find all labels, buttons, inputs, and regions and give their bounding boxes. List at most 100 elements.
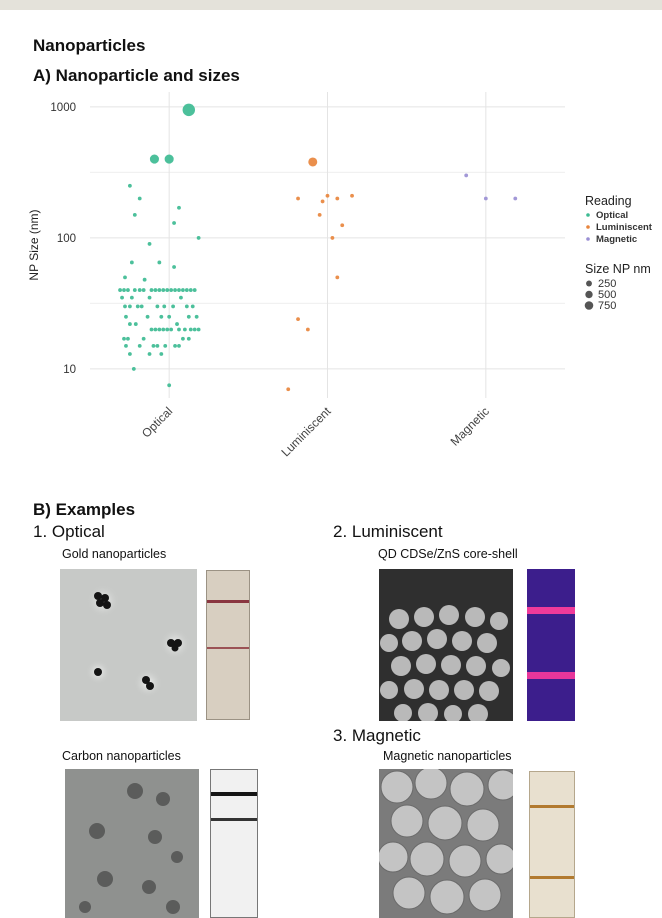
gold-test-strip (206, 570, 250, 720)
carbon-control-line (211, 818, 257, 821)
data-point (122, 288, 126, 292)
data-point (124, 343, 128, 348)
data-point (165, 327, 170, 332)
data-point (181, 336, 185, 341)
gold-caption: Gold nanoparticles (62, 547, 167, 561)
data-point (177, 327, 181, 332)
data-point (164, 154, 174, 164)
x-tick-label: Optical (139, 404, 175, 440)
size-legend-entry: 500 (598, 289, 616, 301)
data-point (186, 336, 191, 341)
data-point (145, 314, 150, 319)
data-point (141, 336, 146, 341)
data-point (162, 304, 167, 309)
data-point (147, 295, 152, 300)
data-point (192, 288, 197, 292)
data-point (120, 295, 124, 300)
y-tick-label: 100 (57, 233, 76, 245)
data-point (186, 314, 191, 319)
data-point (296, 196, 300, 201)
mag-caption: Magnetic nanoparticles (383, 749, 512, 763)
data-point (126, 288, 130, 292)
data-point (188, 288, 193, 292)
data-point (157, 327, 162, 332)
data-point (177, 343, 181, 348)
data-point (126, 336, 130, 341)
data-point (184, 304, 189, 309)
qd-test-line (527, 607, 575, 614)
gold-control-line (207, 647, 249, 649)
carbon-test-strip (210, 769, 258, 918)
magnetic-test-strip (529, 771, 575, 918)
data-point (320, 199, 325, 204)
data-point (137, 288, 142, 292)
data-point (286, 387, 291, 392)
data-point (137, 196, 142, 201)
size-legend-entry: 250 (598, 278, 616, 290)
data-point (132, 212, 137, 217)
data-point (127, 304, 132, 309)
data-point (133, 322, 138, 326)
data-point (335, 196, 340, 201)
data-point (350, 193, 354, 198)
page-title: Nanoparticles (33, 36, 146, 55)
data-point (149, 154, 160, 164)
legend-entry: Luminiscent (596, 222, 653, 233)
qd-tem-image (379, 569, 513, 721)
data-point (147, 242, 152, 246)
data-point (190, 304, 195, 309)
data-point (153, 288, 158, 292)
data-point (167, 314, 172, 319)
data-point (131, 367, 136, 371)
data-point (335, 275, 340, 280)
data-point (163, 343, 168, 348)
data-point (483, 196, 488, 201)
data-point (177, 288, 181, 292)
legend-entry: Optical (596, 210, 628, 221)
data-point (122, 336, 126, 341)
data-point (194, 314, 199, 319)
size-legend-swatch (586, 280, 592, 287)
legend-entry: Magnetic (596, 234, 637, 245)
carbon-test-line (211, 792, 257, 796)
data-point (153, 327, 158, 332)
data-point (169, 327, 174, 332)
data-point (132, 288, 137, 292)
panel-b-title: B) Examples (33, 500, 136, 519)
magnetic-test-line (530, 805, 574, 808)
data-point (123, 275, 127, 280)
data-point (173, 343, 177, 348)
data-point (296, 317, 300, 322)
data-point (188, 327, 193, 332)
data-point (182, 327, 187, 332)
qd-caption: QD CDSe/ZnS core-shell (378, 547, 518, 561)
data-point (141, 288, 146, 292)
x-tick-label: Magnetic (448, 404, 492, 448)
gold-tem-image (60, 569, 197, 721)
data-point (155, 343, 160, 348)
data-point (157, 260, 162, 265)
data-point (196, 327, 201, 332)
luminiscent-heading: 2. Luminiscent (333, 522, 443, 541)
optical-heading: 1. Optical (33, 522, 105, 541)
data-point (308, 157, 318, 167)
qd-control-line (527, 672, 575, 679)
data-point (155, 304, 160, 309)
data-point (192, 327, 197, 332)
data-point (147, 352, 152, 356)
data-point (157, 288, 162, 292)
data-point (129, 260, 134, 265)
data-point (127, 322, 132, 326)
data-point (142, 277, 147, 282)
data-point (464, 173, 469, 178)
size-legend-entry: 750 (598, 300, 616, 312)
data-point (171, 304, 175, 309)
size-legend-swatch (585, 290, 593, 299)
data-point (151, 343, 156, 348)
data-point (127, 352, 132, 356)
data-point (165, 288, 170, 292)
gold-test-line (207, 600, 249, 603)
data-point (182, 103, 196, 117)
data-point (317, 212, 322, 217)
